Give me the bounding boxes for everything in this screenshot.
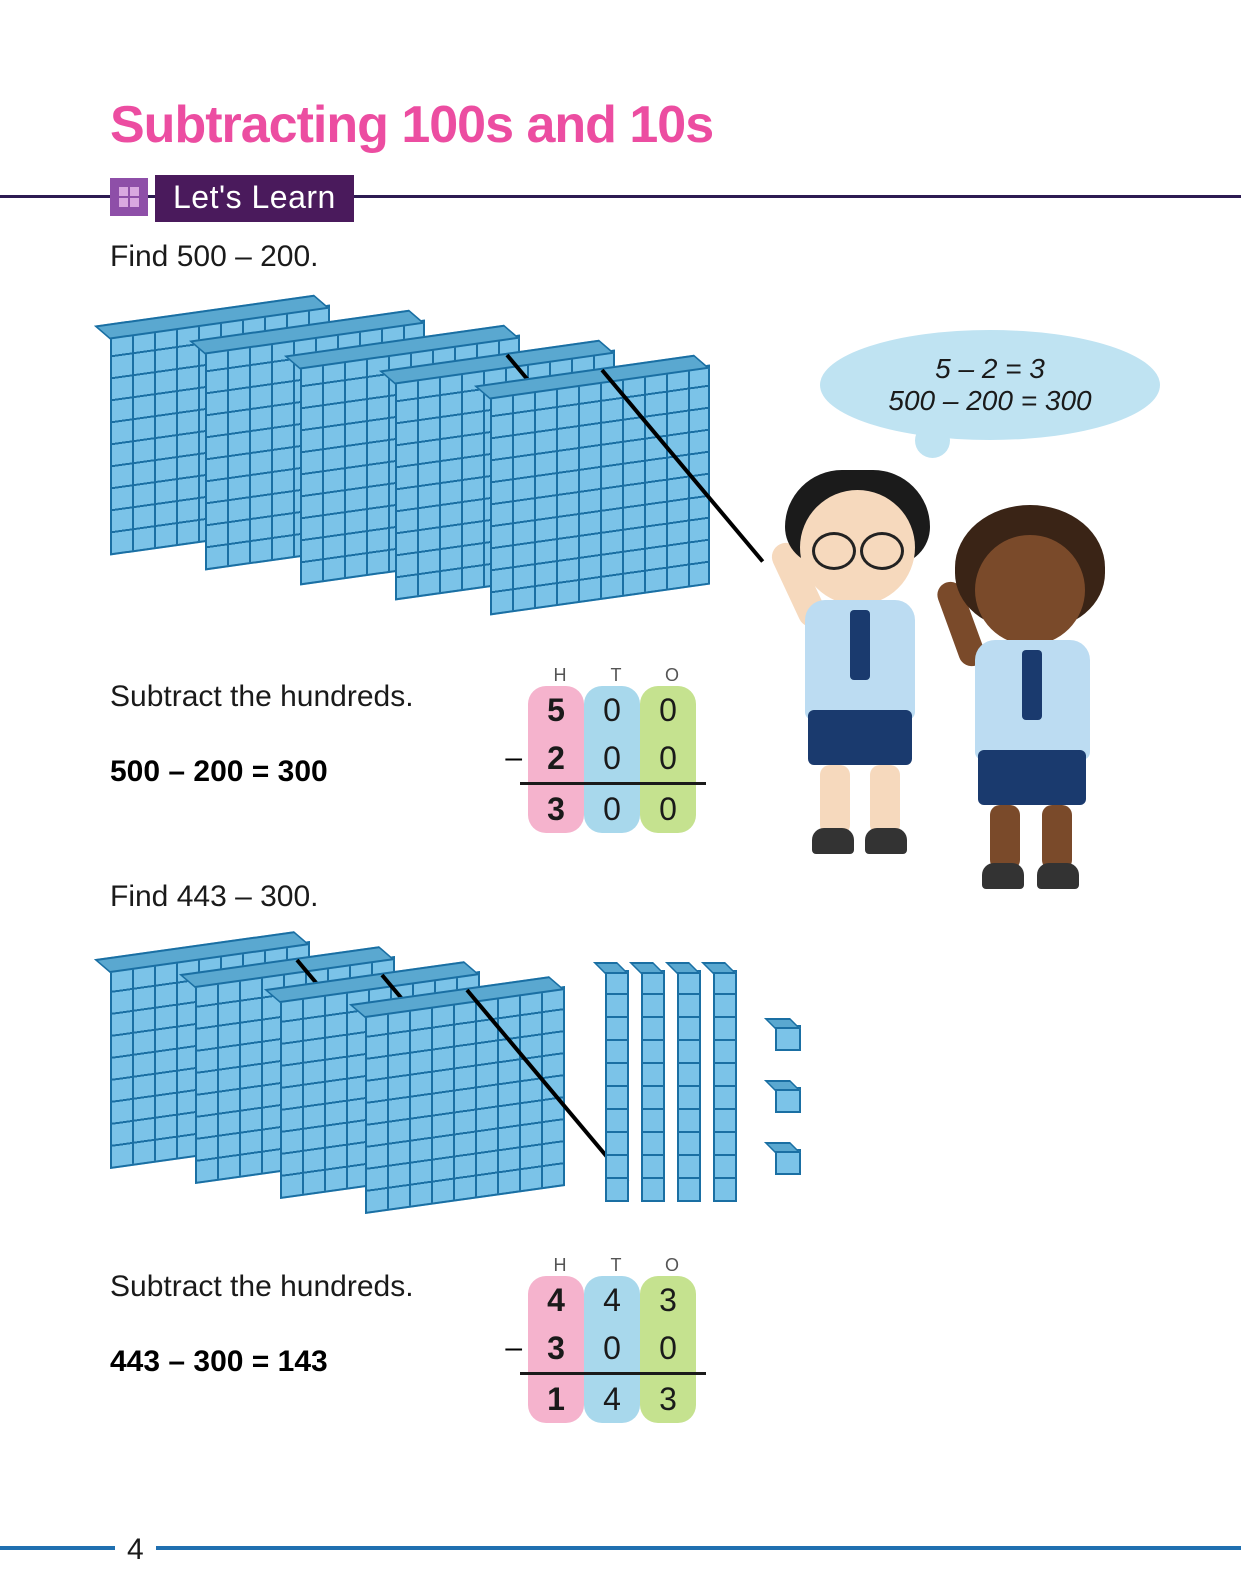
pv1-r2-h: 2 — [528, 734, 584, 782]
pv1-sign: – — [490, 741, 528, 775]
example1-place-value-table: H T O 5 0 0 – 2 0 0 3 0 0 — [490, 665, 706, 833]
section-label: Let's Learn — [155, 175, 354, 222]
pv2-sign: – — [490, 1331, 528, 1365]
pv1-r2-o: 0 — [640, 734, 696, 782]
pv2-r2-h: 3 — [528, 1324, 584, 1372]
pv2-ans-t: 4 — [584, 1375, 640, 1423]
example1-step-label: Subtract the hundreds. — [110, 680, 414, 714]
pv1-ans-o: 0 — [640, 785, 696, 833]
bubble-line2: 500 – 200 = 300 — [888, 385, 1091, 417]
pv1-r1-o: 0 — [640, 686, 696, 734]
example2-result: 443 – 300 = 143 — [110, 1345, 328, 1379]
blocks-icon — [110, 178, 148, 216]
example2-prompt: Find 443 – 300. — [110, 880, 319, 914]
pv-header-h: H — [532, 665, 588, 686]
pv1-ans-t: 0 — [584, 785, 640, 833]
example1-hundreds-blocks — [110, 290, 730, 650]
pv-header-o: O — [644, 665, 700, 686]
example2-place-value-table: H T O 4 4 3 – 3 0 0 1 4 3 — [490, 1255, 706, 1423]
pv2-header-h: H — [532, 1255, 588, 1276]
section-header: Let's Learn — [0, 170, 1241, 220]
pv2-r1-t: 4 — [584, 1276, 640, 1324]
footer-rule — [0, 1546, 1241, 1550]
pv2-header-t: T — [588, 1255, 644, 1276]
example2-hundreds-blocks — [110, 935, 590, 1235]
pv1-r1-h: 5 — [528, 686, 584, 734]
page-number: 4 — [115, 1533, 156, 1567]
pv-header-t: T — [588, 665, 644, 686]
pv2-r1-o: 3 — [640, 1276, 696, 1324]
example1-result: 500 – 200 = 300 — [110, 755, 328, 789]
pv2-r2-o: 0 — [640, 1324, 696, 1372]
pv2-ans-h: 1 — [528, 1375, 584, 1423]
pv2-r2-t: 0 — [584, 1324, 640, 1372]
pv2-ans-o: 3 — [640, 1375, 696, 1423]
pv1-r2-t: 0 — [584, 734, 640, 782]
pv1-ans-h: 3 — [528, 785, 584, 833]
speech-bubble: 5 – 2 = 3 500 – 200 = 300 — [820, 330, 1160, 440]
pv2-header-o: O — [644, 1255, 700, 1276]
pv1-r1-t: 0 — [584, 686, 640, 734]
children-illustration — [730, 450, 1140, 900]
example2-step-label: Subtract the hundreds. — [110, 1270, 414, 1304]
example1-prompt: Find 500 – 200. — [110, 240, 319, 274]
bubble-line1: 5 – 2 = 3 — [935, 353, 1045, 385]
page-title: Subtracting 100s and 10s — [110, 95, 713, 155]
pv2-r1-h: 4 — [528, 1276, 584, 1324]
